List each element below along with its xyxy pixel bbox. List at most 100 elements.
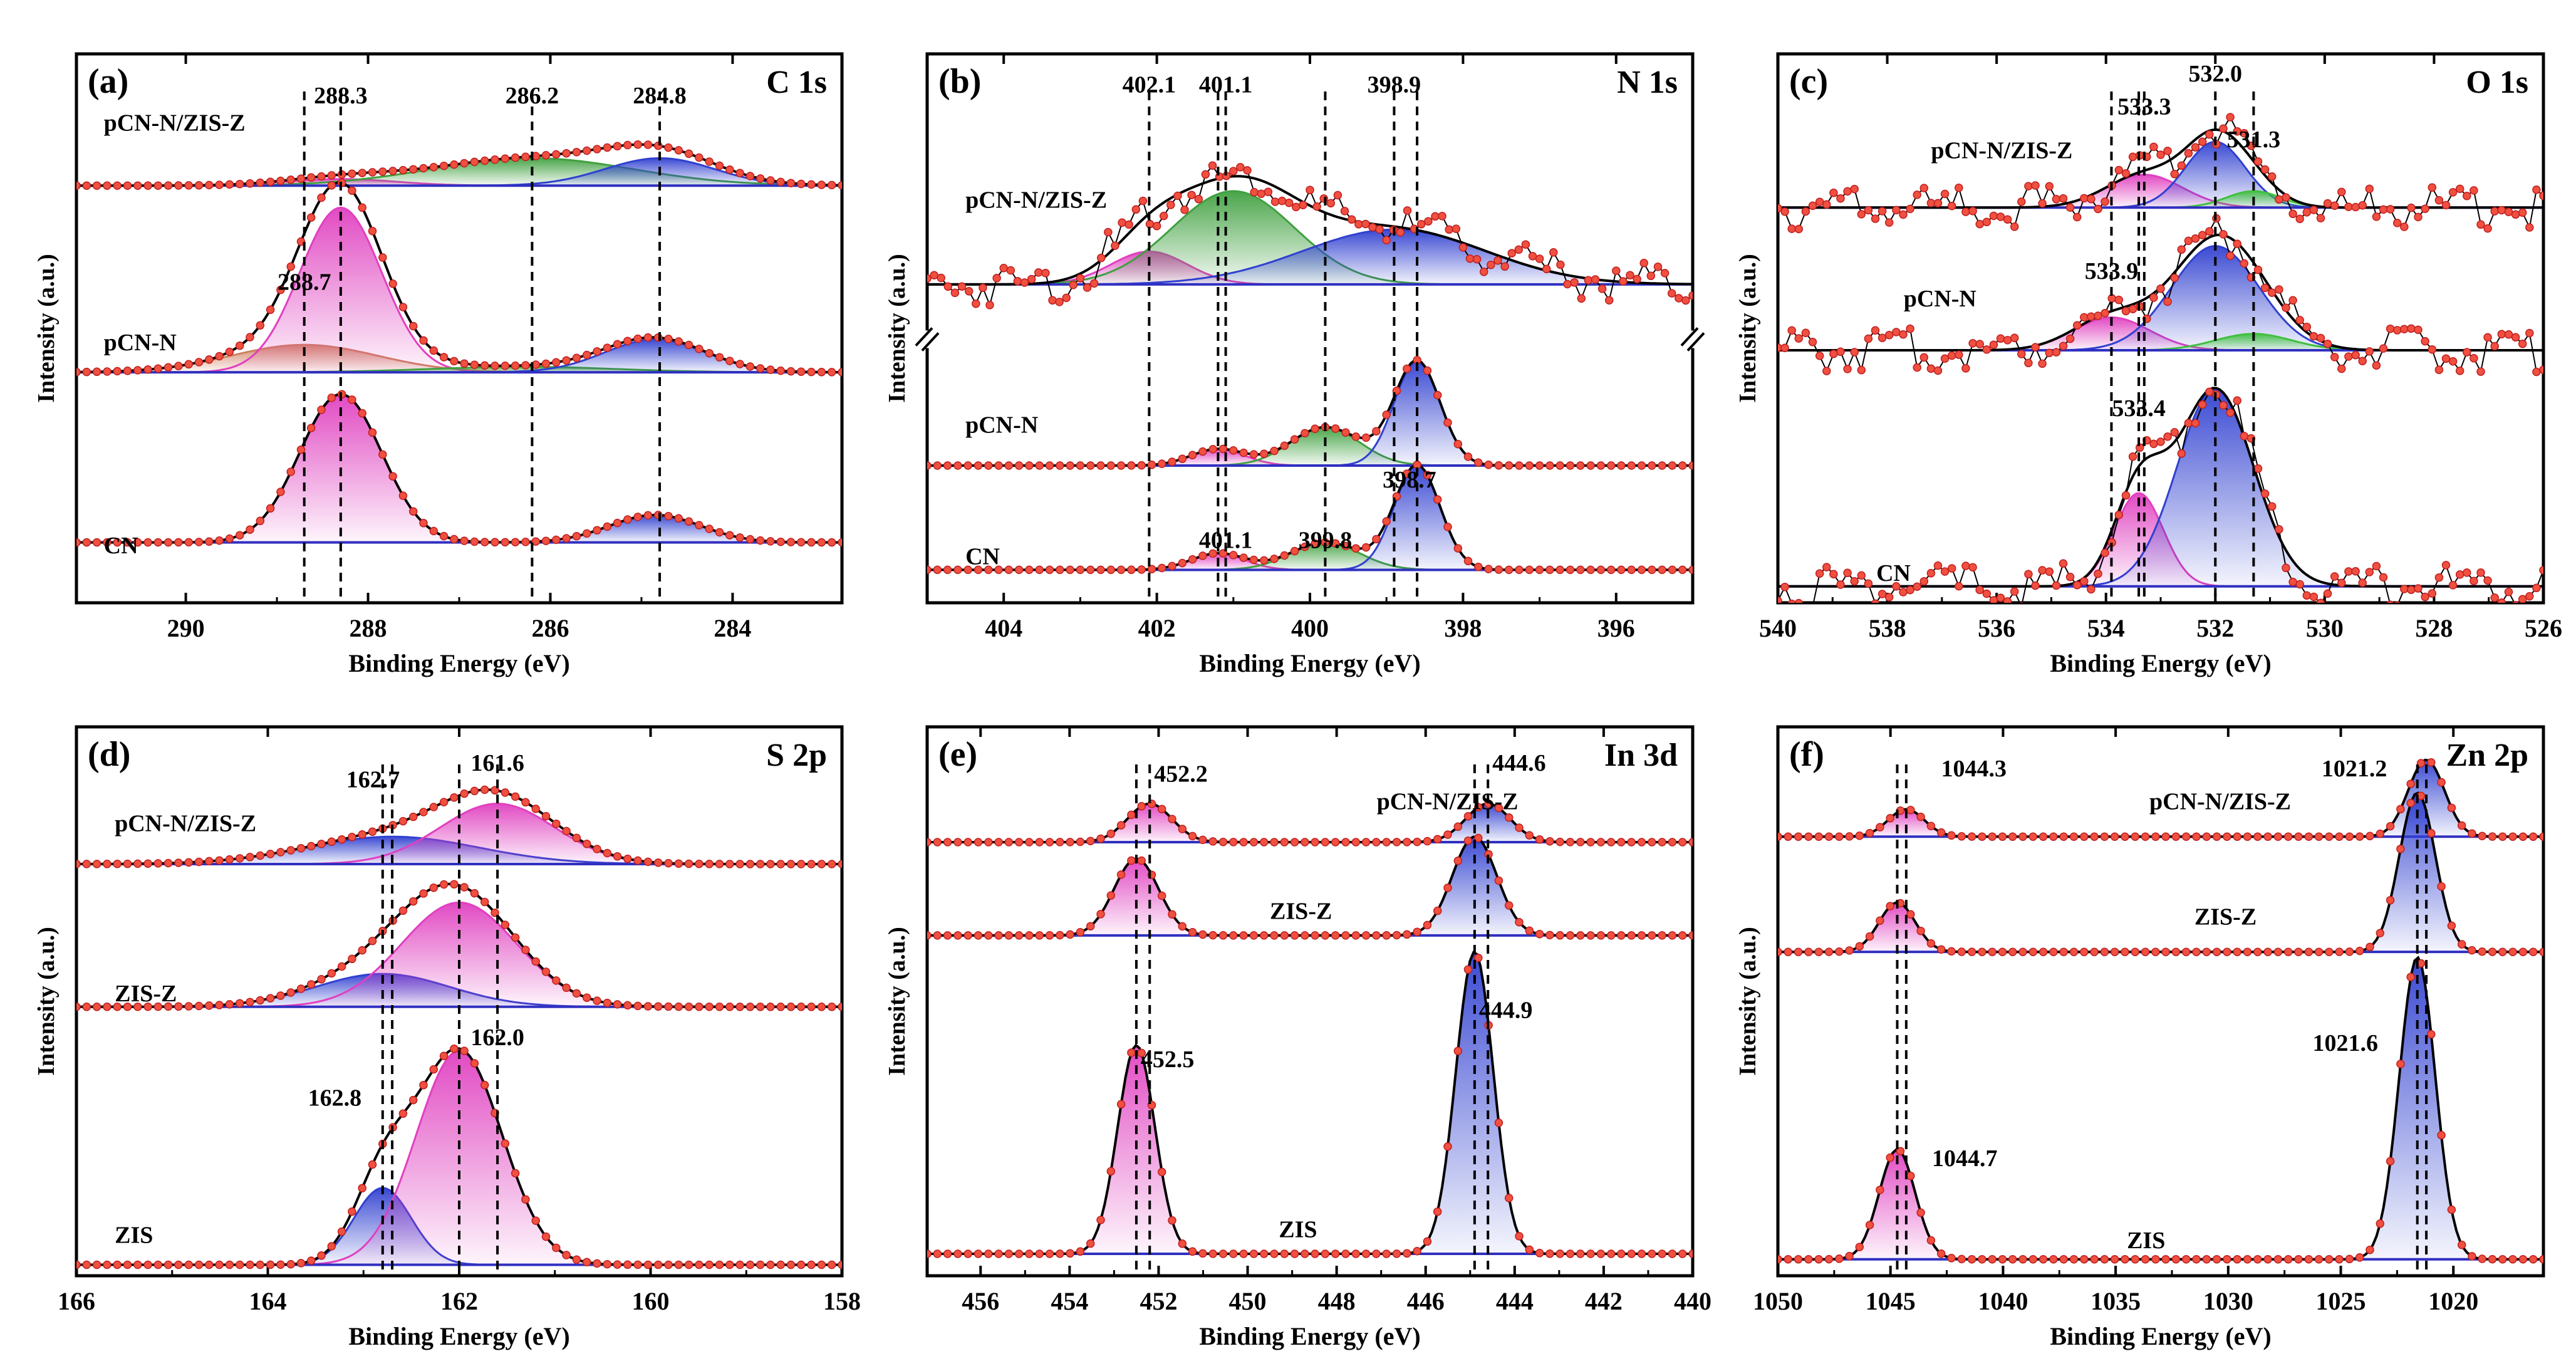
raw-data-point <box>1996 593 2005 602</box>
raw-data-point <box>1463 556 1473 566</box>
raw-data-point <box>797 1003 806 1011</box>
raw-data-point <box>2141 1254 2150 1264</box>
series-pCN-N <box>927 356 1693 470</box>
raw-data-point <box>1596 461 1606 470</box>
raw-data-point <box>2468 829 2476 838</box>
raw-data-point <box>1555 565 1564 575</box>
raw-data-point <box>827 180 836 190</box>
raw-data-point <box>705 860 714 868</box>
raw-data-point <box>2018 1254 2027 1264</box>
raw-data-point <box>92 538 101 547</box>
raw-data-point <box>306 1256 316 1265</box>
raw-data-point <box>2212 1254 2221 1264</box>
raw-data-point <box>2260 489 2270 498</box>
raw-data-point <box>2488 1254 2497 1264</box>
raw-data-point <box>1668 565 1677 575</box>
raw-data-point <box>984 931 993 940</box>
raw-data-point <box>1836 347 1845 357</box>
raw-data-point <box>1372 838 1381 847</box>
raw-data-point <box>838 1003 842 1011</box>
raw-data-point <box>123 367 132 375</box>
raw-data-point <box>695 521 704 529</box>
raw-data-point <box>1648 838 1656 847</box>
raw-data-point <box>286 175 295 184</box>
raw-data-point <box>2170 273 2179 283</box>
raw-data-point <box>2253 265 2263 274</box>
raw-data-point <box>593 1259 601 1268</box>
raw-data-point <box>1351 931 1361 940</box>
raw-data-point <box>2302 208 2312 217</box>
envelope-curve <box>927 358 1693 467</box>
raw-data-point <box>1145 219 1155 229</box>
raw-data-point <box>2131 1254 2140 1264</box>
raw-data-point <box>1857 365 1866 375</box>
raw-data-point <box>1681 296 1690 305</box>
raw-data-point <box>2358 578 2367 587</box>
raw-data-point <box>2376 929 2385 937</box>
raw-data-point <box>2448 188 2458 197</box>
plot-area <box>76 764 842 1269</box>
raw-data-point <box>1653 263 1663 271</box>
raw-data-point <box>745 362 755 371</box>
raw-data-point <box>2335 947 2344 956</box>
raw-data-point <box>2295 316 2304 325</box>
raw-data-point <box>1566 565 1575 575</box>
raw-data-point <box>653 1260 663 1269</box>
raw-data-point <box>429 883 439 892</box>
raw-data-point <box>1301 429 1309 438</box>
raw-data-point <box>1280 931 1289 940</box>
raw-data-point <box>2059 341 2068 351</box>
y-axis-title: Intensity (a.u.) <box>884 927 910 1076</box>
raw-data-point <box>1906 805 1915 815</box>
raw-data-point <box>705 524 714 533</box>
raw-data-point <box>2049 947 2058 956</box>
raw-data-point <box>2379 205 2388 214</box>
raw-data-point <box>593 845 601 853</box>
raw-data-point <box>133 1002 142 1011</box>
raw-data-point <box>2478 947 2486 956</box>
raw-data-point <box>745 1260 755 1269</box>
raw-data-point <box>552 358 561 367</box>
raw-data-point <box>1494 876 1504 885</box>
raw-data-point <box>1913 190 1921 199</box>
raw-data-point <box>113 859 122 868</box>
raw-data-point <box>143 365 152 374</box>
raw-data-point <box>153 364 163 373</box>
raw-data-point <box>2437 882 2446 891</box>
raw-data-point <box>2253 832 2262 841</box>
fitted-peak-fill <box>76 902 842 1007</box>
raw-data-point <box>1055 298 1064 306</box>
raw-data-point <box>2421 592 2429 602</box>
raw-data-point <box>2028 947 2038 956</box>
raw-data-point <box>2434 195 2444 205</box>
peak-value-label: 162.8 <box>308 1085 362 1111</box>
raw-data-point <box>2490 207 2499 216</box>
raw-data-point <box>964 287 974 296</box>
raw-data-point <box>1076 1247 1085 1256</box>
raw-data-point <box>2219 124 2228 133</box>
raw-data-point <box>2205 130 2214 139</box>
raw-data-point <box>306 424 316 432</box>
raw-data-point <box>408 507 418 516</box>
raw-data-point <box>1633 274 1641 284</box>
y-axis-title: Intensity (a.u.) <box>884 254 910 403</box>
raw-data-point <box>1892 206 1901 215</box>
raw-data-point <box>1127 810 1136 820</box>
raw-data-point <box>950 288 960 298</box>
raw-data-point <box>184 1260 193 1269</box>
raw-data-point <box>1027 274 1036 284</box>
raw-data-point <box>1906 910 1915 919</box>
raw-data-point <box>1802 604 1809 612</box>
fitted-peak-fill <box>76 514 842 543</box>
raw-data-point <box>1988 947 1997 956</box>
raw-data-point <box>1124 220 1133 229</box>
raw-data-point <box>2488 832 2497 841</box>
raw-data-point <box>2414 584 2423 593</box>
raw-data-point <box>348 395 356 404</box>
axis-break-mark <box>1680 327 1699 347</box>
raw-data-point <box>1778 1254 1782 1264</box>
raw-data-point <box>2008 832 2017 841</box>
raw-data-point <box>2275 285 2283 294</box>
raw-data-point <box>368 168 377 177</box>
raw-data-point <box>1280 551 1289 560</box>
